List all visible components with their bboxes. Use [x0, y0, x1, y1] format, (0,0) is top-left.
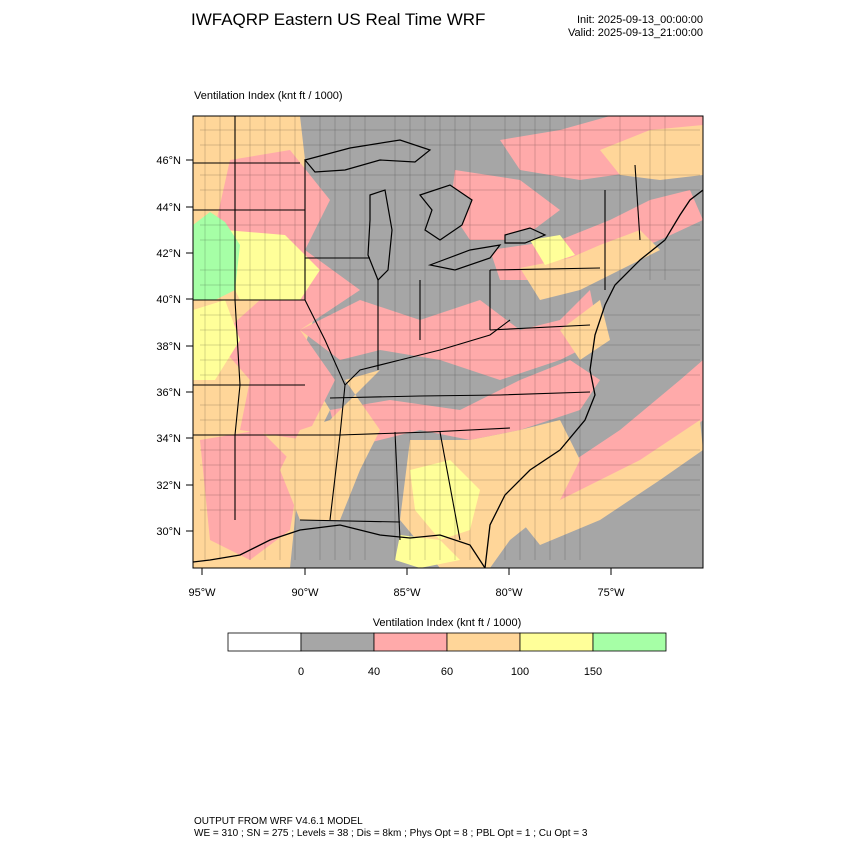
colorbar-swatch-2	[373, 632, 448, 652]
pink-band-ohio-valley	[300, 290, 600, 380]
boundary-ohio-river	[344, 319, 511, 386]
lat-label-34: 34°N	[156, 433, 181, 445]
lat-label-44: 44°N	[156, 202, 181, 214]
lat-label-46: 46°N	[156, 155, 181, 167]
pink-area-ontario	[450, 170, 560, 240]
boundary-pa-ny	[489, 267, 601, 271]
map-frame	[192, 115, 704, 569]
orange-area-offshore	[520, 420, 703, 545]
colorbar-swatch-5	[592, 632, 667, 652]
map-area	[193, 116, 703, 568]
valid-time: Valid: 2025-09-13_21:00:00	[568, 27, 703, 39]
lon-label-95: 95°W	[188, 587, 216, 599]
lake-michigan	[367, 189, 393, 282]
colorbar-labels: 0 40 60 100 150	[298, 666, 602, 678]
lat-label-32: 32°N	[156, 480, 181, 492]
model-config: WE = 310 ; SN = 275 ; Levels = 38 ; Dis …	[194, 828, 588, 839]
green-area-nebraska	[193, 212, 240, 300]
colorbar-label-0: 0	[298, 666, 304, 678]
plot-title: IWFAQRP Eastern US Real Time WRF	[191, 10, 486, 29]
lat-label-40: 40°N	[156, 294, 181, 306]
boundary-mississippi-river	[304, 160, 346, 521]
yellow-area-iowa	[225, 230, 320, 300]
colorbar-swatch-4	[519, 632, 594, 652]
colorbar-swatch-1	[300, 632, 375, 652]
lat-label-42: 42°N	[156, 248, 181, 260]
lat-label-36: 36°N	[156, 387, 181, 399]
state-boundaries	[193, 116, 641, 541]
boundary-pa-md	[489, 324, 591, 331]
county-lines	[200, 116, 700, 560]
boundary-vt-nh	[634, 164, 641, 241]
lat-label-38: 38°N	[156, 341, 181, 353]
lon-label-85: 85°W	[393, 587, 421, 599]
lat-label-30: 30°N	[156, 526, 181, 538]
longitude-labels: 95°W 90°W 85°W 80°W 75°W	[188, 587, 625, 599]
model-version: OUTPUT FROM WRF V4.6.1 MODEL	[194, 816, 363, 827]
orange-area-mississippi	[280, 370, 380, 520]
gulf-coastline	[193, 524, 486, 568]
field-label: Ventilation Index (knt ft / 1000)	[194, 90, 343, 102]
yellow-area-kansas	[193, 300, 240, 380]
boundary-tn-south	[339, 427, 511, 436]
orange-area-virginia	[560, 300, 610, 360]
lon-label-75: 75°W	[597, 587, 625, 599]
colorbar-label-40: 40	[368, 666, 380, 678]
yellow-area-new-york	[530, 235, 575, 265]
colorbar-label-100: 100	[511, 666, 529, 678]
lake-ontario	[504, 227, 547, 244]
init-time: Init: 2025-09-13_00:00:00	[577, 14, 703, 26]
latitude-axis	[186, 159, 193, 532]
lake-superior	[303, 139, 432, 173]
lake-erie	[427, 244, 502, 271]
colorbar-swatch-0	[227, 632, 302, 652]
yellow-area-georgia	[410, 460, 480, 540]
boundary-la-ms-gulf	[299, 519, 401, 523]
colorbar-label-60: 60	[441, 666, 453, 678]
colorbar-title: Ventilation Index (knt ft / 1000)	[373, 617, 522, 629]
colorbar-swatch-3	[446, 632, 521, 652]
orange-area-maine	[600, 125, 703, 180]
pink-band-tennessee	[330, 360, 600, 450]
pink-area-atlantic	[560, 360, 703, 520]
lon-label-80: 80°W	[495, 587, 523, 599]
longitude-axis	[201, 568, 612, 575]
lake-huron	[418, 184, 473, 241]
boundary-north-south-west	[234, 116, 241, 520]
great-lakes	[303, 139, 547, 282]
pink-band-louisiana	[200, 430, 300, 560]
atlantic-coastline	[484, 189, 703, 568]
boundary-ky-tn	[329, 391, 591, 399]
colorbar-label-150: 150	[584, 666, 602, 678]
colorbar	[227, 632, 667, 652]
run-times: Init: 2025-09-13_00:00:00 Valid: 2025-09…	[568, 14, 703, 40]
orange-area-pennsylvania	[520, 230, 660, 300]
yellow-area-florida	[395, 535, 460, 568]
lon-label-90: 90°W	[291, 587, 319, 599]
boundary-al-ga	[439, 431, 461, 541]
model-footer: OUTPUT FROM WRF V4.6.1 MODEL WE = 310 ; …	[194, 816, 587, 840]
latitude-labels: 46°N 44°N 42°N 40°N 38°N 36°N 34°N 32°N …	[156, 155, 181, 538]
